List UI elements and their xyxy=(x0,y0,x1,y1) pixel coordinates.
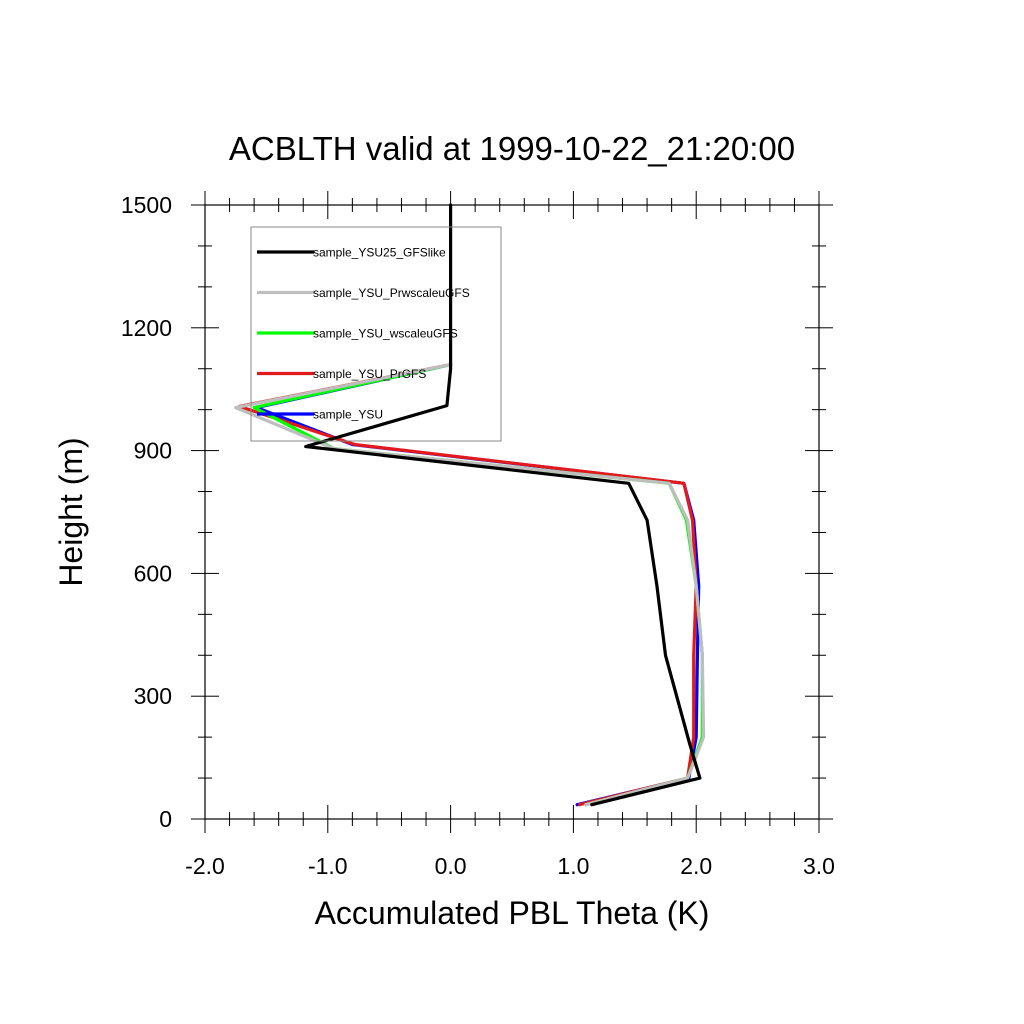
series-line-3 xyxy=(237,363,698,807)
legend-label-4: sample_YSU xyxy=(313,408,383,422)
x-tick-label: 1.0 xyxy=(557,853,589,879)
legend-label-3: sample_YSU_PrGFS xyxy=(313,367,426,381)
y-tick-label: 1500 xyxy=(121,192,172,218)
tick-labels-layer: -2.0 -1.0 0.0 1.0 2.0 3.0 0 300 600 900 1200 1500 xyxy=(121,192,835,879)
legend-label-1: sample_YSU_PrwscaleuGFS xyxy=(313,286,470,300)
x-tick-label: 2.0 xyxy=(680,853,712,879)
y-tick-label: 0 xyxy=(159,806,172,832)
ticks-layer xyxy=(191,191,833,833)
series-layer xyxy=(234,203,706,807)
y-axis-label: Height (m) xyxy=(53,437,89,586)
chart-title: ACBLTH valid at 1999-10-22_21:20:00 xyxy=(229,130,795,167)
y-tick-label: 600 xyxy=(134,560,172,586)
y-tick-label: 1200 xyxy=(121,315,172,341)
series-line-1 xyxy=(234,363,706,807)
legend-box xyxy=(250,226,502,442)
y-tick-label: 900 xyxy=(134,438,172,464)
series-line-0 xyxy=(304,203,702,807)
x-tick-label: -1.0 xyxy=(308,853,348,879)
x-tick-label: -2.0 xyxy=(185,853,225,879)
legend: sample_YSU25_GFSlike sample_YSU_Prwscaleu… xyxy=(257,246,470,422)
legend-label-0: sample_YSU25_GFSlike xyxy=(313,246,446,260)
legend-label-2: sample_YSU_wscaleuGFS xyxy=(313,327,458,341)
x-tick-label: 0.0 xyxy=(435,853,467,879)
plot-frame xyxy=(204,204,820,820)
y-tick-label: 300 xyxy=(134,683,172,709)
x-axis-label: Accumulated PBL Theta (K) xyxy=(315,895,710,931)
x-tick-label: 3.0 xyxy=(803,853,835,879)
